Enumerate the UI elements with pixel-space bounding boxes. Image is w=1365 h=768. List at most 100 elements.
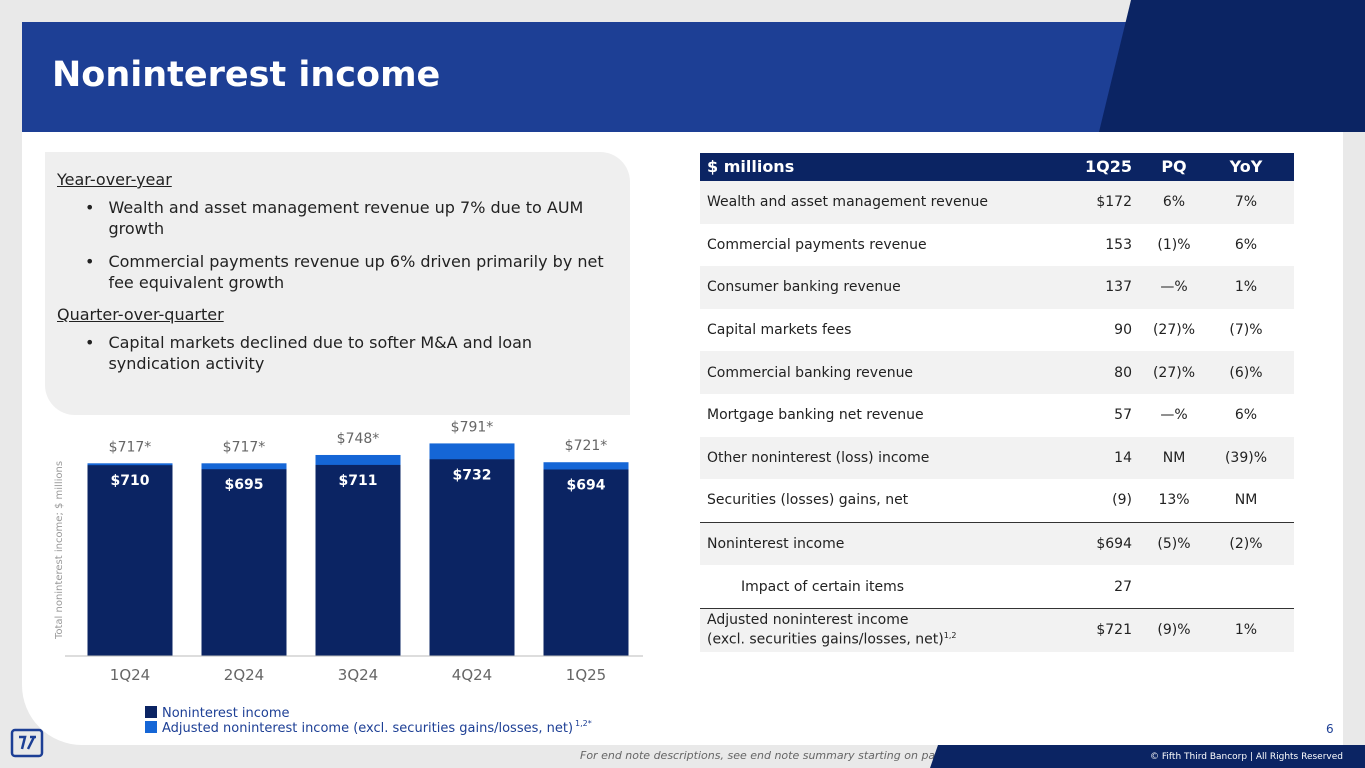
legend-swatch [145, 721, 157, 733]
table-cell: Securities (losses) gains, net [707, 492, 909, 509]
header-band [22, 0, 1365, 132]
header-cell: PQ [1161, 157, 1187, 176]
table-cell: 90 [1114, 322, 1132, 339]
bullet-text: Wealth and asset management revenue up 7… [108, 198, 584, 238]
table-cell: 27 [1114, 578, 1132, 595]
table-cell: Capital markets fees [707, 322, 852, 339]
header-cell: YoY [1229, 157, 1263, 176]
x-tick-label: 2Q24 [224, 666, 264, 684]
table-cell: Other noninterest (loss) income [707, 449, 930, 466]
data-label: $748* [337, 431, 380, 447]
footer-band [930, 745, 1365, 768]
logo-mark [19, 735, 36, 750]
data-label: $717* [109, 439, 152, 455]
table-cell: (39)% [1224, 449, 1268, 466]
legend-swatch [145, 706, 157, 718]
data-label: $732 [453, 467, 492, 483]
legend-note: 1,2* [575, 719, 592, 728]
table-row: Consumer banking revenue 137 —% 1% [700, 266, 1294, 309]
table-cell: $694 [1096, 536, 1132, 553]
table-cell: Commercial banking revenue [707, 364, 914, 381]
table-cell: Wealth and asset management revenue [707, 194, 988, 211]
table-cell: Adjusted noninterest income (excl. secur… [707, 612, 957, 649]
data-label: $710 [111, 473, 150, 489]
data-label: $695 [225, 477, 264, 493]
bullet: • Commercial payments revenue up 6% drive… [85, 251, 610, 293]
bullet: • Wealth and asset management revenue up … [85, 197, 610, 239]
table-cell: 153 [1105, 236, 1132, 253]
bar [315, 464, 401, 656]
table-row: Other noninterest (loss) income 14 NM (39)% [700, 436, 1294, 480]
data-label: $791* [451, 419, 494, 435]
section-heading: Quarter-over-quarter [57, 305, 224, 324]
table-cell: $721 [1096, 622, 1132, 639]
bar [543, 469, 629, 656]
data-label: $721* [565, 438, 608, 454]
table-cell: (27)% [1152, 322, 1196, 339]
table-cell: 6% [1234, 236, 1258, 253]
legend-label: Noninterest income [162, 706, 290, 721]
table-cell: NM [1234, 492, 1258, 509]
commentary-list: Year-over-year • Wealth and asset manageme… [45, 152, 630, 374]
header-cell: 1Q25 [1085, 157, 1132, 176]
table-row: Wealth and asset management revenue $172 6… [700, 181, 1294, 224]
x-tick-label: 1Q25 [566, 666, 606, 684]
table-cell: 1% [1234, 279, 1258, 296]
table-header: $ millions 1Q25 PQ YoY [700, 153, 1294, 181]
table-row: Noninterest income $694 (5)% (2)% [700, 522, 1294, 566]
table-row: Adjusted noninterest income (excl. secur… [700, 608, 1294, 652]
table: $ millions 1Q25 PQ YoY Wealth and asset mana… [700, 153, 1294, 652]
bullet: • Capital markets declined due to softer … [85, 332, 610, 374]
copyright: © Fifth Third Bancorp | All Rights Reser… [1150, 752, 1343, 762]
endnote: For end note descriptions, see end note … [580, 749, 967, 762]
data-label: $717* [223, 439, 266, 455]
table-cell: (9)% [1157, 622, 1191, 639]
table-cell: (5)% [1157, 536, 1191, 553]
table-row: Securities (losses) gains, net (9) 13% NM [700, 479, 1294, 523]
table-cell: 57 [1114, 407, 1132, 424]
bar [429, 459, 515, 656]
table-cell: —% [1160, 279, 1188, 296]
x-tick-label: 3Q24 [338, 666, 378, 684]
table-row: Impact of certain items 27 [700, 565, 1294, 609]
table-cell: Consumer banking revenue [707, 279, 901, 296]
table-cell: 6% [1162, 194, 1186, 211]
table-cell: (1)% [1157, 236, 1191, 253]
table-cell: —% [1160, 407, 1188, 424]
table-cell: 14 [1114, 449, 1132, 466]
section-heading: Year-over-year [57, 170, 172, 189]
table-cell: 80 [1114, 364, 1132, 381]
bullet-text: Capital markets declined due to softer M… [108, 333, 533, 373]
table-cell: 7% [1234, 194, 1258, 211]
title: Noninterest income [52, 55, 441, 95]
bullet-text: Commercial payments revenue up 6% driven… [108, 252, 604, 292]
bullet-dot: • [85, 198, 95, 217]
table-cell: 6% [1234, 407, 1258, 424]
data-label: $694 [567, 477, 606, 493]
bullet-dot: • [85, 252, 95, 271]
header-accent [1099, 0, 1365, 132]
data-label: $711 [339, 473, 378, 489]
bar [201, 469, 287, 656]
table-cell: Noninterest income [707, 536, 845, 553]
table-cell: (27)% [1152, 364, 1196, 381]
legend-label: Adjusted noninterest income (excl. secur… [162, 721, 573, 736]
table-cell: Mortgage banking net revenue [707, 407, 924, 424]
page-number: 6 [1326, 722, 1334, 736]
table-cell: 1% [1234, 622, 1258, 639]
table-cell: (9) [1112, 492, 1132, 509]
table-cell: (7)% [1229, 322, 1263, 339]
table-row: Mortgage banking net revenue 57 —% 6% [700, 394, 1294, 437]
bullet-dot: • [85, 333, 95, 352]
table-cell: (2)% [1229, 536, 1263, 553]
y-axis-label: Total noninterest income; $ millions [54, 461, 65, 640]
table-cell: Commercial payments revenue [707, 236, 927, 253]
logo-frame [10, 728, 44, 758]
table-cell: 137 [1105, 279, 1132, 296]
row-note: 1,2 [943, 631, 957, 641]
table-cell: NM [1162, 449, 1186, 466]
x-tick-label: 4Q24 [452, 666, 492, 684]
x-tick-label: 1Q24 [110, 666, 150, 684]
table-cell: (6)% [1229, 364, 1263, 381]
